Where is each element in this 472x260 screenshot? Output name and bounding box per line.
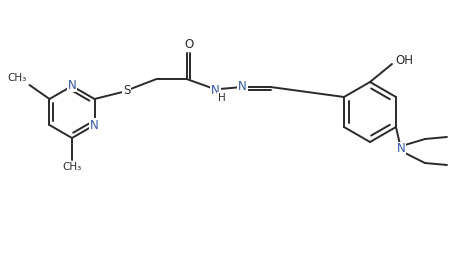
Text: N: N xyxy=(90,119,99,132)
Text: H: H xyxy=(218,93,226,103)
Text: CH₃: CH₃ xyxy=(62,162,82,172)
Text: OH: OH xyxy=(395,54,413,67)
Text: CH₃: CH₃ xyxy=(7,73,26,83)
Text: N: N xyxy=(211,83,220,96)
Text: S: S xyxy=(123,83,130,96)
Text: N: N xyxy=(238,80,247,93)
Text: N: N xyxy=(67,79,76,92)
Text: N: N xyxy=(396,142,405,155)
Text: O: O xyxy=(184,37,193,50)
